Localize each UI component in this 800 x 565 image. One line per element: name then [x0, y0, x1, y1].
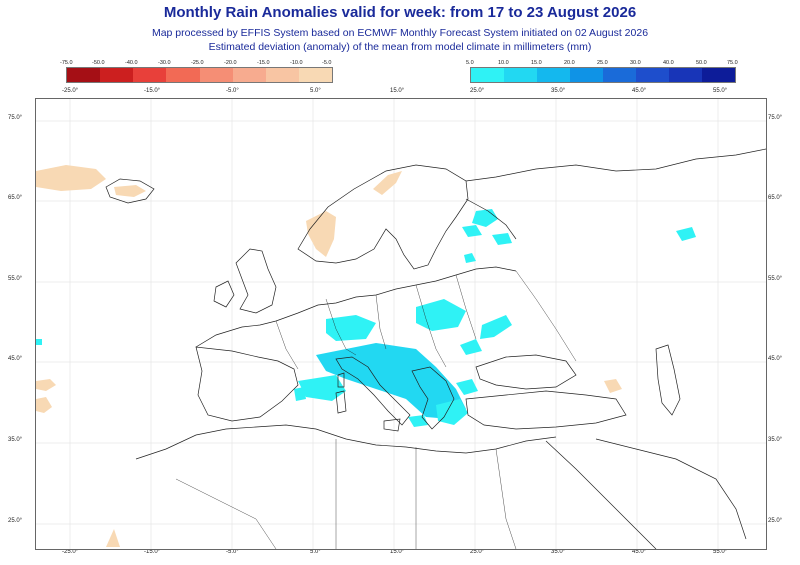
- lon-label-bottom: -5.0°: [226, 549, 239, 555]
- lon-label-bottom: 15.0°: [390, 549, 405, 555]
- legend-label: 40.0: [663, 60, 674, 66]
- legend-swatch: [100, 68, 134, 82]
- coastlines: [105, 148, 766, 549]
- legend-swatch: [570, 68, 603, 82]
- legend-swatch: [669, 68, 702, 82]
- legend-swatch: [603, 68, 636, 82]
- graticule: [36, 99, 766, 549]
- lat-label-left: 55.0°: [8, 276, 23, 282]
- wet-anomaly-areas: [36, 209, 696, 427]
- lon-label-top: 15.0°: [390, 88, 405, 94]
- lon-label-top: 5.0°: [310, 88, 321, 94]
- map-subtitle-units: Estimated deviation (anomaly) of the mea…: [208, 41, 592, 53]
- map-subtitle-source: Map processed by EFFIS System based on E…: [151, 27, 649, 39]
- legend-label: -15.0: [257, 60, 270, 66]
- lat-label-left: 45.0°: [8, 356, 23, 362]
- legend-swatch: [636, 68, 669, 82]
- legend-label: 5.0: [466, 60, 474, 66]
- legend-swatch: [232, 68, 266, 82]
- lat-label-left: 25.0°: [8, 518, 23, 524]
- legend-label: 50.0: [696, 60, 707, 66]
- legend-label: -30.0: [158, 60, 171, 66]
- lat-label-left: 75.0°: [8, 115, 23, 121]
- legend-positive-colorbar: [470, 67, 736, 83]
- legend-label: -75.0: [60, 60, 73, 66]
- legend-label: -5.0: [322, 60, 332, 66]
- lat-label-right: 75.0°: [768, 115, 783, 121]
- lon-label-bottom: 25.0°: [470, 549, 485, 555]
- lon-label-top: -5.0°: [226, 88, 239, 94]
- lat-label-right: 45.0°: [768, 356, 783, 362]
- lon-label-bottom: 45.0°: [632, 549, 647, 555]
- legend-swatch: [199, 68, 233, 82]
- europe-map: [35, 98, 767, 550]
- legend-label: -20.0: [224, 60, 237, 66]
- legend-label: 75.0: [727, 60, 738, 66]
- legend-label: 30.0: [630, 60, 641, 66]
- lon-label-bottom: 55.0°: [713, 549, 728, 555]
- lon-label-top: -15.0°: [144, 88, 161, 94]
- lon-label-bottom: -25.0°: [62, 549, 79, 555]
- legend-label: 15.0: [531, 60, 542, 66]
- legend-swatch: [537, 68, 570, 82]
- lon-label-top: 25.0°: [470, 88, 485, 94]
- legend-swatch: [471, 68, 504, 82]
- lat-label-left: 35.0°: [8, 437, 23, 443]
- dry-anomaly-areas: [36, 165, 622, 547]
- lat-label-right: 65.0°: [768, 195, 783, 201]
- legend-label: 20.0: [564, 60, 575, 66]
- legend-label: -25.0: [191, 60, 204, 66]
- legend-label: -40.0: [125, 60, 138, 66]
- lat-label-right: 55.0°: [768, 276, 783, 282]
- legend-label: -10.0: [290, 60, 303, 66]
- lon-label-top: -25.0°: [62, 88, 79, 94]
- lon-label-bottom: 35.0°: [551, 549, 566, 555]
- legend-swatch: [133, 68, 167, 82]
- lat-label-left: 65.0°: [8, 195, 23, 201]
- lon-label-bottom: 5.0°: [310, 549, 321, 555]
- map-title: Monthly Rain Anomalies valid for week: f…: [163, 4, 637, 21]
- legend-swatch: [67, 68, 101, 82]
- lon-label-top: 35.0°: [551, 88, 566, 94]
- legend-swatch: [504, 68, 537, 82]
- legend-swatch: [702, 68, 735, 82]
- legend-label: 25.0: [597, 60, 608, 66]
- legend-swatch: [265, 68, 299, 82]
- legend-negative-colorbar: [66, 67, 333, 83]
- legend-swatch: [298, 68, 332, 82]
- lon-label-top: 55.0°: [713, 88, 728, 94]
- lat-label-right: 25.0°: [768, 518, 783, 524]
- lon-label-top: 45.0°: [632, 88, 647, 94]
- lon-label-bottom: -15.0°: [144, 549, 161, 555]
- legend-label: -50.0: [92, 60, 105, 66]
- map-svg: [36, 99, 766, 549]
- legend-swatch: [166, 68, 200, 82]
- legend-label: 10.0: [498, 60, 509, 66]
- lat-label-right: 35.0°: [768, 437, 783, 443]
